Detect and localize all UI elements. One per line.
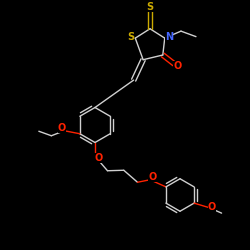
- Text: S: S: [127, 32, 134, 42]
- Text: O: O: [173, 61, 181, 71]
- Text: S: S: [146, 2, 154, 12]
- Text: O: O: [94, 153, 103, 163]
- Text: N: N: [165, 32, 173, 42]
- Text: O: O: [58, 123, 66, 133]
- Text: O: O: [208, 202, 216, 211]
- Text: O: O: [148, 172, 157, 182]
